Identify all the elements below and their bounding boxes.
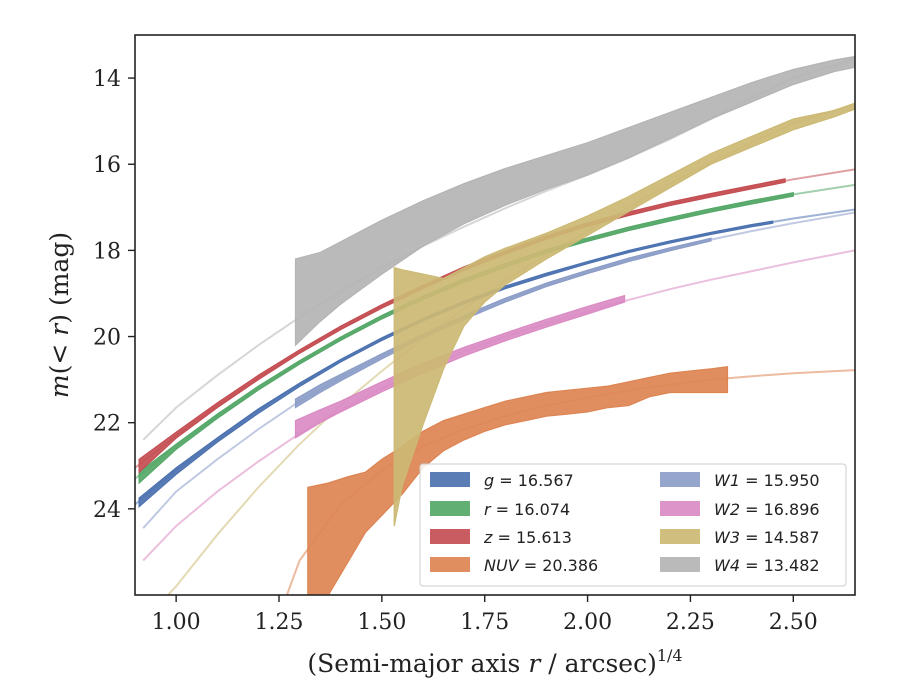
legend-swatch-w4: [660, 557, 700, 572]
x-tick-label: 2.00: [563, 610, 612, 635]
x-tick-label: 1.25: [255, 610, 304, 635]
legend-swatch-w2: [660, 501, 700, 516]
plot-frame: [134, 34, 856, 596]
x-tick-label: 1.75: [460, 610, 509, 635]
legend-label-w4: W4 = 13.482: [714, 556, 820, 575]
plot-area: [135, 55, 855, 595]
x-tick-label: 2.25: [666, 610, 715, 635]
profile-band-z: [138, 178, 786, 474]
legend-swatch-r: [430, 501, 470, 516]
x-axis-label: (Semi-major axis r / arcsec)1/4: [307, 646, 682, 678]
profile-band-w4: [294, 55, 855, 347]
legend-label-w2: W2 = 16.896: [714, 500, 820, 519]
y-tick-label: 24: [93, 498, 121, 523]
y-tick-label: 20: [93, 326, 121, 351]
legend-label-r: r = 16.074: [484, 500, 570, 519]
x-tick-label: 1.00: [152, 610, 201, 635]
y-tick-label: 16: [93, 153, 121, 178]
legend-items: g = 16.567 r = 16.074 z = 15.613 NUV = 20.3…: [430, 471, 820, 575]
x-tick-label: 2.50: [769, 610, 818, 635]
y-axis: 14 16 18 20 22 24: [93, 67, 135, 523]
x-tick-label: 1.50: [357, 610, 406, 635]
profile-band-g: [138, 220, 774, 509]
legend-swatch-z: [430, 529, 470, 544]
profile-band-r: [138, 191, 794, 485]
legend-box: [419, 463, 847, 587]
legend-label-nuv: NUV = 20.386: [484, 556, 598, 575]
y-tick-label: 14: [93, 67, 121, 92]
legend-label-g: g = 16.567: [484, 471, 574, 490]
legend-label-w1: W1 = 15.950: [714, 471, 820, 490]
profile-band-nuv: [307, 366, 729, 595]
x-axis: 1.00 1.25 1.50 1.75 2.00 2.25 2.50: [152, 595, 818, 635]
legend: g = 16.567 r = 16.074 z = 15.613 NUV = 20.3…: [419, 463, 847, 587]
legend-swatch-nuv: [430, 557, 470, 572]
legend-swatch-w3: [660, 529, 700, 544]
legend-swatch-w1: [660, 472, 700, 487]
y-tick-label: 18: [93, 239, 121, 264]
legend-swatch-g: [430, 472, 470, 487]
legend-label-w3: W3 = 14.587: [714, 528, 820, 547]
y-tick-label: 22: [93, 412, 121, 437]
legend-label-z: z = 15.613: [483, 528, 572, 547]
y-axis-label: m(< r) (mag): [45, 232, 74, 398]
profile-bands: [138, 55, 855, 595]
profile-band-w3: [393, 102, 855, 527]
